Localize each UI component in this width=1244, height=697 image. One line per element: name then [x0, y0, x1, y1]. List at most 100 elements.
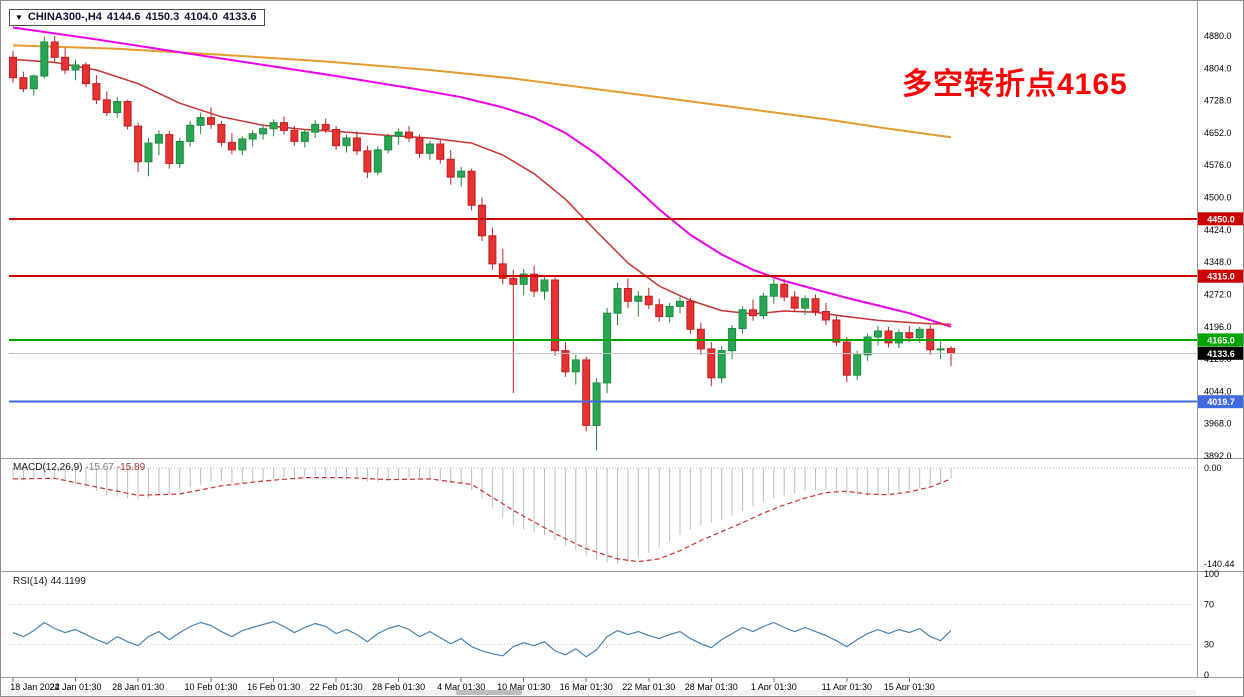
quick-trade-arrow-icon[interactable]: ▼: [15, 12, 23, 22]
bullish-candle: [592, 382, 601, 426]
bullish-candle: [342, 137, 351, 147]
svg-text:22 Feb 01:30: 22 Feb 01:30: [310, 682, 363, 692]
ma-slow-orange: [12, 44, 952, 139]
bearish-candle: [530, 273, 539, 292]
svg-text:15 Apr 01:30: 15 Apr 01:30: [884, 682, 935, 692]
bearish-candle: [290, 129, 299, 142]
bearish-candle: [842, 341, 851, 376]
svg-text:4019.7: 4019.7: [1207, 397, 1235, 407]
svg-text:4804.0: 4804.0: [1204, 63, 1232, 73]
price-badge: [1198, 269, 1243, 283]
svg-text:4165.0: 4165.0: [1207, 335, 1235, 345]
ma-mid-magenta: [12, 26, 952, 328]
bearish-candle: [332, 129, 341, 147]
svg-text:10 Mar 01:30: 10 Mar 01:30: [497, 682, 550, 692]
bullish-candle: [238, 138, 247, 151]
bar-low: 4104.0: [184, 11, 218, 23]
bullish-candle: [519, 273, 528, 285]
bearish-candle: [165, 134, 174, 165]
bullish-candle: [457, 170, 466, 178]
svg-text:16 Feb 01:30: 16 Feb 01:30: [247, 682, 300, 692]
price-badge: [1198, 212, 1243, 226]
moving-average-lines: [12, 26, 952, 328]
svg-text:100: 100: [1204, 569, 1219, 579]
bullish-candle: [248, 133, 257, 140]
bearish-candle: [488, 235, 497, 265]
h-scrollbar-track[interactable]: [1, 690, 1196, 695]
svg-text:4728.0: 4728.0: [1204, 96, 1232, 106]
svg-text:1 Apr 01:30: 1 Apr 01:30: [751, 682, 797, 692]
svg-text:22 Mar 01:30: 22 Mar 01:30: [622, 682, 675, 692]
bearish-candle: [134, 125, 143, 163]
bearish-candle: [92, 83, 101, 101]
bullish-candle: [915, 328, 924, 339]
svg-text:4272.0: 4272.0: [1204, 290, 1232, 300]
macd-signal-value: -15.89: [116, 462, 146, 473]
bearish-candle: [821, 311, 830, 321]
symbol-name: CHINA300-,H4: [27, 11, 102, 23]
bullish-candle: [769, 283, 778, 297]
ma-fast-red: [12, 58, 952, 325]
bullish-candle: [603, 312, 612, 384]
bearish-candle: [207, 117, 215, 125]
svg-text:4424.0: 4424.0: [1204, 225, 1232, 235]
candles-layer: [9, 36, 955, 451]
bullish-candle: [717, 350, 726, 379]
svg-text:4315.0: 4315.0: [1207, 272, 1235, 282]
bearish-candle: [780, 283, 789, 298]
bullish-candle: [113, 101, 122, 113]
svg-text:70: 70: [1204, 599, 1214, 609]
h-scrollbar-thumb[interactable]: [456, 690, 522, 695]
bearish-candle: [832, 319, 841, 343]
bearish-candle: [561, 350, 570, 373]
svg-text:4652.0: 4652.0: [1204, 128, 1232, 138]
bullish-candle: [936, 348, 945, 351]
bearish-candle: [123, 101, 132, 127]
bearish-candle: [50, 41, 59, 58]
bullish-candle: [863, 336, 872, 356]
macd-panel: 0.00 -140.44: [9, 463, 1235, 569]
macd-signal-line: [12, 477, 952, 563]
bullish-candle: [311, 123, 320, 133]
bullish-candle: [540, 279, 549, 292]
svg-text:24 Jan 01:30: 24 Jan 01:30: [49, 682, 101, 692]
svg-text:10 Feb 01:30: 10 Feb 01:30: [184, 682, 237, 692]
bullish-candle: [186, 124, 195, 142]
bearish-candle: [905, 332, 914, 339]
svg-text:0: 0: [1204, 670, 1209, 680]
bullish-candle: [853, 354, 862, 376]
macd-name: MACD(12,26,9): [13, 462, 83, 473]
svg-text:4348.0: 4348.0: [1204, 257, 1232, 267]
bullish-candle: [394, 131, 403, 137]
bar-high: 4150.3: [145, 11, 180, 23]
bearish-candle: [551, 279, 559, 352]
svg-text:4044.0: 4044.0: [1204, 386, 1232, 396]
bearish-candle: [478, 204, 486, 237]
bearish-candle: [749, 309, 757, 317]
svg-text:30: 30: [1204, 640, 1214, 650]
svg-text:0.00: 0.00: [1204, 463, 1222, 473]
rsi-value: 44.1199: [50, 576, 86, 587]
macd-indicator-label: MACD(12,26,9) -15.67 -15.89: [13, 462, 145, 473]
bullish-candle: [384, 135, 393, 151]
symbol-title-box[interactable]: ▼ CHINA300-,H4 4144.6 4150.3 4104.0 4133…: [9, 9, 265, 26]
bearish-candle: [947, 348, 955, 354]
bullish-candle: [759, 295, 768, 317]
price-axis: 4880.0 4804.0 4728.0 4652.0 4576.0 4500.0 4424…: [1204, 31, 1232, 461]
rsi-name: RSI(14): [13, 576, 48, 587]
svg-text:28 Jan 01:30: 28 Jan 01:30: [112, 682, 164, 692]
bullish-candle: [259, 128, 268, 135]
bearish-candle: [790, 296, 799, 309]
bearish-candle: [467, 170, 476, 206]
bearish-candle: [884, 330, 893, 344]
bearish-candle: [280, 122, 288, 131]
chart-annotation-text: 多空转折点4165: [902, 68, 1128, 101]
svg-text:4 Mar 01:30: 4 Mar 01:30: [437, 682, 485, 692]
bullish-candle: [71, 64, 80, 71]
bearish-candle: [102, 99, 111, 114]
svg-text:4576.0: 4576.0: [1204, 160, 1232, 170]
bearish-candle: [707, 348, 716, 379]
bar-open: 4144.6: [106, 11, 141, 23]
